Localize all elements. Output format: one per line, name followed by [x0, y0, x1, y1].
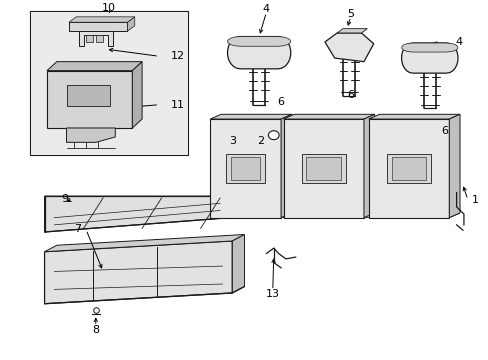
Text: 9: 9: [61, 194, 68, 204]
Polygon shape: [69, 17, 135, 22]
Polygon shape: [368, 114, 459, 119]
Polygon shape: [227, 37, 290, 46]
Polygon shape: [325, 33, 373, 62]
Text: 4: 4: [454, 37, 461, 47]
Bar: [96, 36, 103, 42]
Polygon shape: [336, 29, 366, 33]
Polygon shape: [210, 119, 281, 218]
Ellipse shape: [268, 131, 279, 140]
Polygon shape: [283, 114, 374, 119]
Bar: [31, 12, 187, 154]
Bar: [66, 85, 110, 107]
Text: 6: 6: [346, 90, 354, 100]
Polygon shape: [44, 241, 232, 304]
Polygon shape: [368, 119, 448, 218]
Polygon shape: [401, 43, 457, 52]
Polygon shape: [69, 22, 127, 31]
Polygon shape: [448, 114, 459, 218]
Polygon shape: [210, 114, 291, 119]
Text: 3: 3: [229, 136, 236, 145]
Polygon shape: [210, 213, 459, 218]
Polygon shape: [232, 234, 244, 293]
Polygon shape: [401, 43, 457, 73]
Text: 11: 11: [170, 100, 184, 110]
Text: 8: 8: [92, 325, 99, 335]
Polygon shape: [47, 62, 142, 71]
Text: 4: 4: [263, 4, 269, 14]
Polygon shape: [44, 234, 244, 252]
Bar: [386, 154, 430, 183]
Bar: [86, 36, 93, 42]
Text: 10: 10: [102, 3, 116, 13]
Text: 6: 6: [277, 97, 284, 107]
Polygon shape: [44, 196, 229, 232]
Polygon shape: [227, 37, 290, 69]
Polygon shape: [132, 62, 142, 128]
Text: 5: 5: [346, 9, 354, 19]
Polygon shape: [283, 119, 363, 218]
Polygon shape: [66, 128, 115, 142]
Polygon shape: [47, 71, 132, 128]
Bar: [231, 157, 260, 180]
Bar: [226, 154, 264, 183]
Bar: [306, 157, 340, 180]
Polygon shape: [79, 31, 113, 45]
Polygon shape: [281, 114, 291, 218]
Text: 7: 7: [74, 225, 81, 234]
Polygon shape: [363, 114, 374, 218]
Polygon shape: [127, 17, 135, 31]
Text: 13: 13: [265, 289, 279, 299]
Text: 6: 6: [440, 126, 447, 135]
Text: 12: 12: [170, 51, 184, 61]
Text: 1: 1: [471, 195, 478, 205]
Bar: [301, 154, 345, 183]
Bar: [30, 12, 188, 155]
Bar: [391, 157, 426, 180]
Text: 2: 2: [257, 136, 264, 145]
